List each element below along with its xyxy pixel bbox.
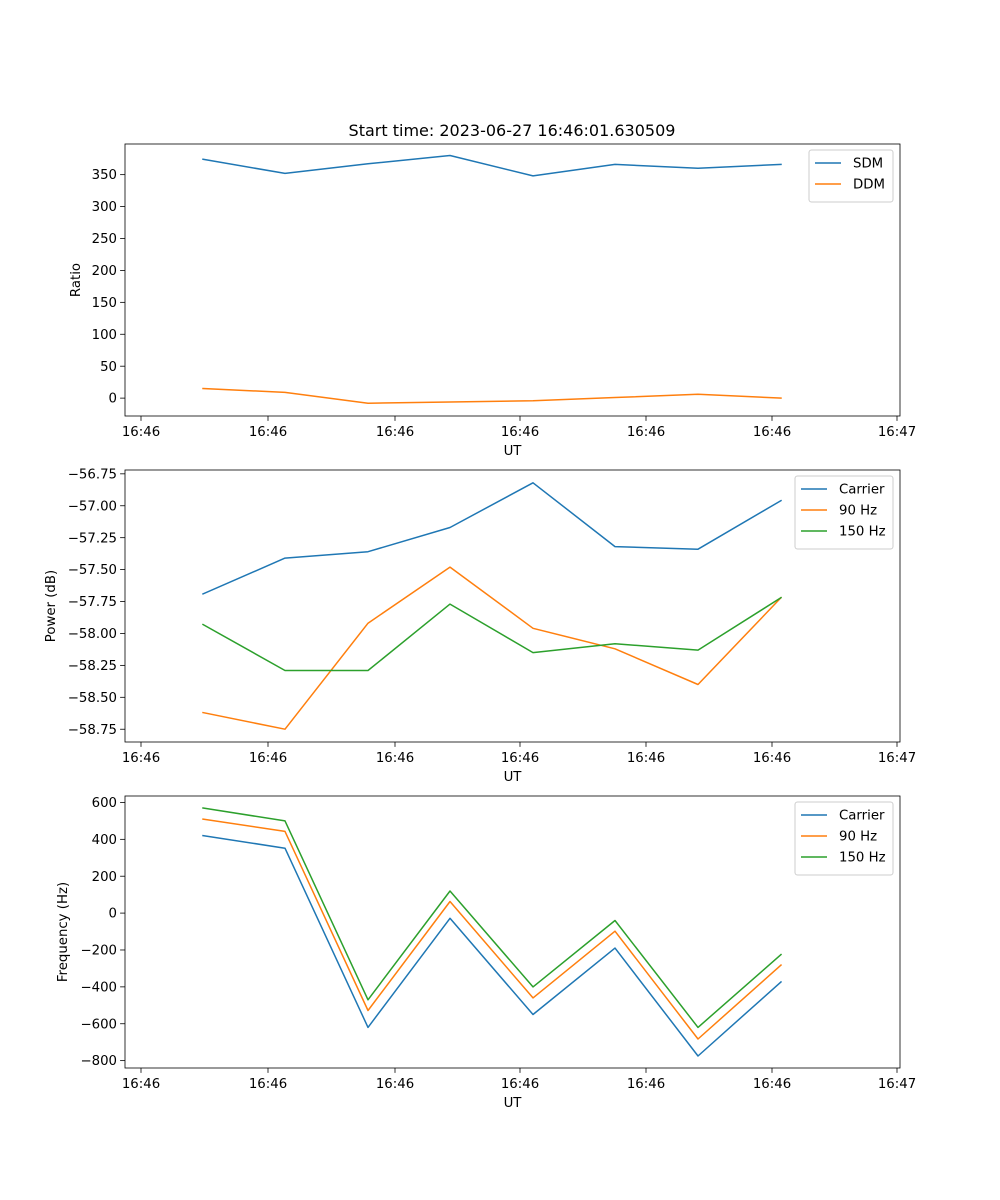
x-tick-label: 16:46	[249, 425, 287, 440]
x-tick-label: 16:46	[376, 1077, 414, 1092]
y-tick-label: −58.25	[68, 659, 117, 674]
legend-label: DDM	[853, 178, 885, 193]
x-tick-label: 16:46	[501, 425, 539, 440]
x-tick-label: 16:46	[627, 425, 665, 440]
y-tick-label: −57.00	[68, 499, 117, 514]
x-tick-label: 16:46	[249, 751, 287, 766]
series-line-150-hz	[201, 596, 783, 672]
y-tick-label: 250	[92, 232, 117, 247]
axes-frame	[124, 795, 901, 1069]
x-tick-label: 16:46	[376, 425, 414, 440]
legend-label: SDM	[853, 157, 883, 172]
legend-label: Carrier	[839, 809, 885, 824]
x-tick-label: 16:47	[878, 1077, 916, 1092]
axes-frame	[124, 143, 901, 417]
x-tick-label: 16:47	[878, 751, 916, 766]
x-tick-label: 16:46	[753, 1077, 791, 1092]
y-axis-label: Power (dB)	[44, 570, 59, 642]
y-tick-label: −58.00	[68, 627, 117, 642]
series-line-carrier	[202, 834, 783, 1057]
y-tick-label: −57.50	[68, 563, 117, 578]
y-tick-label: −400	[80, 980, 117, 995]
y-tick-label: 0	[109, 392, 117, 407]
x-tick-label: 16:46	[249, 1077, 287, 1092]
power-subplot: 16:46 16:46 16:46 16:46 16:46 16:46 16:47 −58.7…	[44, 467, 916, 785]
y-tick-label: 400	[92, 833, 117, 848]
legend-label: 150 Hz	[839, 525, 886, 540]
y-tick-label: −56.75	[68, 467, 117, 482]
y-tick-label: 200	[92, 870, 117, 885]
x-tick-label: 16:46	[501, 1077, 539, 1092]
series-line-sdm	[202, 154, 782, 177]
series-line-90-hz	[202, 818, 783, 1040]
y-axis-label: Frequency (Hz)	[56, 882, 71, 982]
ratio-subplot: 16:46 16:46 16:46 16:46 16:46 16:46 16:47 0 50 10…	[69, 143, 916, 459]
x-tick-label: 16:46	[501, 751, 539, 766]
y-tick-label: −600	[80, 1017, 117, 1032]
figure-title: Start time: 2023-06-27 16:46:01.630509	[349, 121, 676, 140]
y-tick-label: 0	[109, 907, 117, 922]
y-tick-label: 50	[100, 360, 117, 375]
legend-label: Carrier	[839, 483, 885, 498]
y-axis-label: Ratio	[69, 263, 84, 297]
axes-frame	[124, 469, 901, 743]
x-axis-label: UT	[504, 770, 523, 785]
legend-label: 90 Hz	[839, 504, 877, 519]
legend-label: 90 Hz	[839, 830, 877, 845]
x-axis-label: UT	[504, 444, 523, 459]
frequency-subplot: 16:46 16:46 16:46 16:46 16:46 16:46 16:47 −800 −…	[56, 795, 916, 1111]
y-tick-label: 200	[92, 264, 117, 279]
y-tick-label: −58.75	[68, 723, 117, 738]
y-tick-label: 350	[92, 168, 117, 183]
series-line-150-hz	[202, 807, 783, 1029]
x-tick-label: 16:46	[627, 751, 665, 766]
x-tick-label: 16:46	[753, 425, 791, 440]
x-tick-label: 16:46	[122, 425, 160, 440]
y-tick-label: 150	[92, 296, 117, 311]
x-tick-label: 16:46	[122, 751, 160, 766]
y-tick-label: 600	[92, 796, 117, 811]
series-line-ddm	[202, 387, 782, 404]
x-tick-label: 16:46	[627, 1077, 665, 1092]
y-tick-label: −200	[80, 944, 117, 959]
legend-label: 150 Hz	[839, 851, 886, 866]
y-tick-label: −57.75	[68, 595, 117, 610]
y-tick-label: −58.50	[68, 691, 117, 706]
x-tick-label: 16:46	[753, 751, 791, 766]
y-tick-label: 100	[92, 328, 117, 343]
x-tick-label: 16:46	[122, 1077, 160, 1092]
series-line-90-hz	[202, 566, 783, 730]
x-tick-label: 16:46	[376, 751, 414, 766]
y-tick-label: 300	[92, 200, 117, 215]
y-tick-label: −57.25	[68, 531, 117, 546]
y-tick-label: −800	[80, 1054, 117, 1069]
x-tick-label: 16:47	[878, 425, 916, 440]
series-line-carrier	[202, 482, 783, 595]
x-axis-label: UT	[504, 1096, 523, 1111]
